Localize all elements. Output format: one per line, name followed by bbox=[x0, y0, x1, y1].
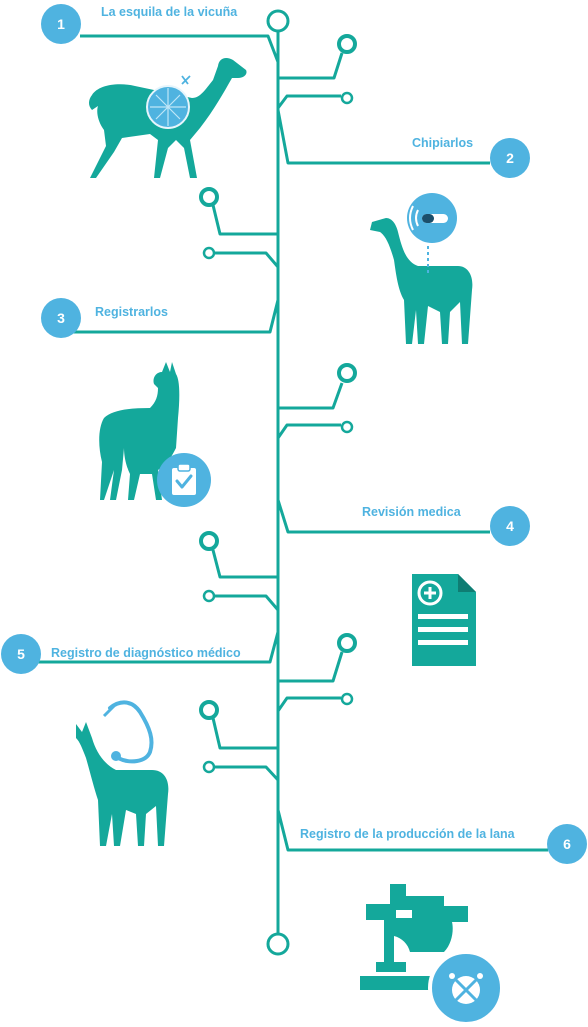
timeline-start-node bbox=[266, 9, 290, 33]
llama-register-icon bbox=[99, 362, 211, 507]
step-5-number: 5 bbox=[1, 634, 41, 674]
chipped-llama-icon bbox=[370, 193, 473, 344]
branch-node-rings bbox=[199, 34, 357, 774]
timeline-end-node bbox=[266, 932, 290, 956]
step-6-label: Registro de la producción de la lana bbox=[300, 827, 515, 841]
step-4-label: Revisión medica bbox=[362, 505, 461, 519]
step-4-number: 4 bbox=[490, 506, 530, 546]
branch-decorations bbox=[211, 52, 344, 782]
vicuna-shearing-icon bbox=[89, 58, 247, 178]
step-3-number: 3 bbox=[41, 298, 81, 338]
step-connectors bbox=[20, 34, 548, 852]
step-2-number: 2 bbox=[490, 138, 530, 178]
step-3-label: Registrarlos bbox=[95, 305, 168, 319]
step-6-number: 6 bbox=[547, 824, 587, 864]
medical-record-icon bbox=[412, 574, 476, 666]
step-5-label: Registro de diagnóstico médico bbox=[51, 646, 241, 660]
step-1-label: La esquila de la vicuña bbox=[101, 5, 238, 19]
sewing-machine-icon bbox=[360, 884, 504, 1026]
step-1-number: 1 bbox=[41, 4, 81, 44]
llama-stethoscope-icon bbox=[76, 700, 169, 846]
step-2-label: Chipiarlos bbox=[412, 136, 474, 150]
